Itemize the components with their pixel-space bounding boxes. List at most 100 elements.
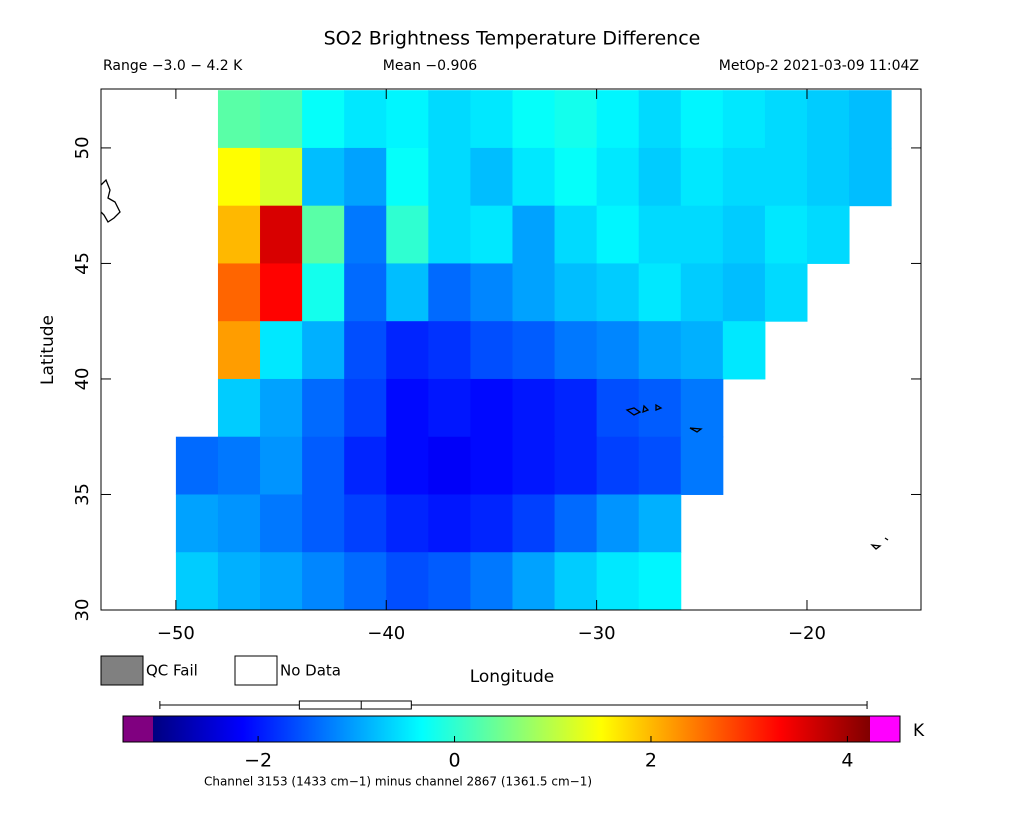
map-cell <box>217 552 261 610</box>
footnote: Channel 3153 (1433 cm−1) minus channel 2… <box>204 775 592 789</box>
map-cell <box>302 552 345 610</box>
map-cell <box>512 321 556 380</box>
map-cell <box>175 436 219 495</box>
y-tick-label: 50 <box>72 136 93 159</box>
map-cell <box>302 436 345 495</box>
map-cell <box>386 90 429 149</box>
map-cell <box>428 436 471 495</box>
map-cell <box>386 494 429 553</box>
x-tick-label: −40 <box>367 623 405 644</box>
map-cell <box>849 147 892 207</box>
map-cell <box>428 378 471 438</box>
map-cell <box>680 436 724 495</box>
y-axis-label: Latitude <box>38 315 58 385</box>
map-cell <box>344 436 387 495</box>
map-cell <box>260 147 303 207</box>
map-cell <box>596 552 640 610</box>
legend-label: No Data <box>280 662 341 680</box>
map-cell <box>470 205 513 264</box>
map-cell <box>217 90 261 149</box>
map-cell <box>260 494 303 553</box>
map-cell <box>175 494 219 553</box>
map-cell <box>344 263 387 322</box>
map-cell <box>217 147 261 207</box>
map-cell <box>680 205 724 264</box>
map-cell <box>260 205 303 264</box>
map-cell <box>217 321 261 380</box>
y-tick-label: 45 <box>72 252 93 275</box>
map-cell <box>554 205 598 264</box>
map-cell <box>344 378 387 438</box>
map-cell <box>260 263 303 322</box>
map-cell <box>554 321 598 380</box>
map-cell <box>386 205 429 264</box>
colorbar-tick-label: 4 <box>841 750 853 772</box>
map-cell <box>680 321 724 380</box>
colorbar-under <box>123 716 153 742</box>
map-cell <box>722 205 766 264</box>
chart-title: SO2 Brightness Temperature Difference <box>324 28 701 50</box>
colorbar-frame <box>122 715 901 743</box>
colorbar-unit: K <box>913 721 925 741</box>
map-cell <box>386 552 429 610</box>
map-cell <box>470 552 513 610</box>
map-cell <box>217 263 261 322</box>
map-cell <box>722 321 766 380</box>
map-cell <box>764 90 808 149</box>
map-cell <box>386 263 429 322</box>
map-cell <box>680 147 724 207</box>
map-cell <box>344 205 387 264</box>
plot-frame <box>100 88 922 611</box>
subtitle: Range −3.0 − 4.2 K <box>103 58 243 74</box>
map-cell <box>470 147 513 207</box>
map-cell <box>386 147 429 207</box>
map-cell <box>428 494 471 553</box>
map-cell <box>344 147 387 207</box>
map-cell <box>512 90 556 149</box>
map-cell <box>764 147 808 207</box>
x-axis-label: Longitude <box>470 667 555 687</box>
colorbar-tick-label: 0 <box>448 750 460 772</box>
map-cell <box>217 436 261 495</box>
map-cell <box>638 321 682 380</box>
box <box>298 700 412 710</box>
map-cell <box>512 205 556 264</box>
y-tick-label: 40 <box>72 368 93 391</box>
map-cell <box>470 494 513 553</box>
map-cell <box>217 494 261 553</box>
map-cell <box>512 494 556 553</box>
map-cell <box>260 552 303 610</box>
map-cell <box>386 378 429 438</box>
map-cells <box>175 90 892 610</box>
map-cell <box>428 263 471 322</box>
map-cell <box>344 90 387 149</box>
map-cell <box>344 494 387 553</box>
map-cell <box>638 436 682 495</box>
map-cell <box>260 378 303 438</box>
map-cell <box>217 205 261 264</box>
map-cell <box>554 147 598 207</box>
map-cell <box>386 436 429 495</box>
map-cell <box>596 147 640 207</box>
x-tick-label: −20 <box>788 623 826 644</box>
y-tick-label: 30 <box>72 599 93 622</box>
map-cell <box>512 147 556 207</box>
subtitle: MetOp-2 2021-03-09 11:04Z <box>719 58 919 74</box>
map-cell <box>428 552 471 610</box>
map-cell <box>470 321 513 380</box>
map-cell <box>302 90 345 149</box>
subtitle: Mean −0.906 <box>383 58 477 74</box>
map-cell <box>302 263 345 322</box>
map-cell <box>344 552 387 610</box>
map-cell <box>302 494 345 553</box>
map-cell <box>470 90 513 149</box>
map-cell <box>596 494 640 553</box>
map-cell <box>806 90 850 149</box>
map-cell <box>764 263 808 322</box>
map-cell <box>302 147 345 207</box>
map-cell <box>428 147 471 207</box>
map-cell <box>344 321 387 380</box>
colorbar-tick-label: −2 <box>244 750 272 772</box>
map-cell <box>470 378 513 438</box>
